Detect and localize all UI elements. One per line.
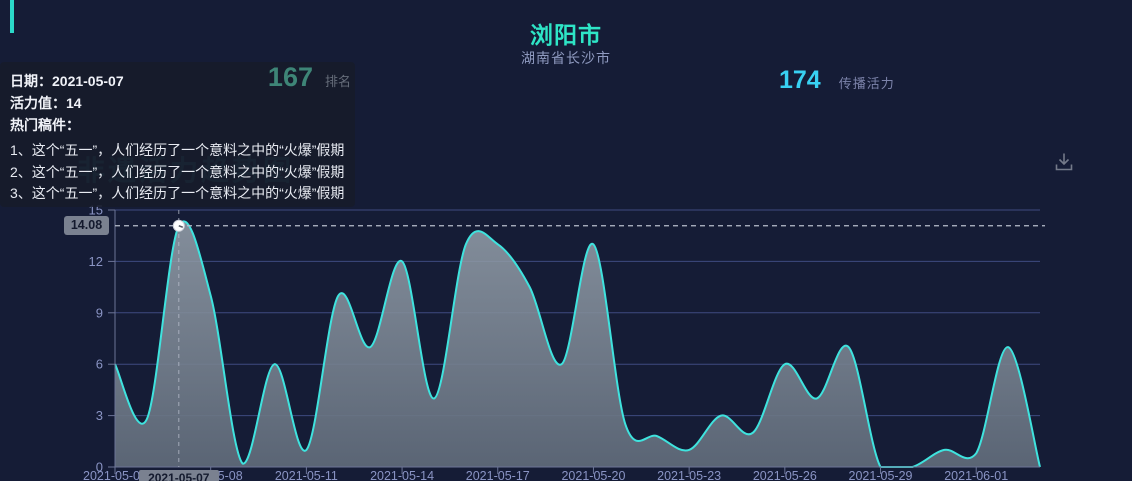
hot-article-item: 3、这个“五一”，人们经历了一个意料之中的“火爆”假期 xyxy=(10,185,345,201)
tooltip-date-row: 日期：2021-05-07 xyxy=(10,70,355,92)
hot-articles-list: 1、这个“五一”，人们经历了一个意料之中的“火爆”假期 2、这个“五一”，人们经历… xyxy=(10,140,355,205)
x-axis-tick-label: 2021-05-17 xyxy=(466,469,530,481)
x-axis-tick-label: 2021-05-29 xyxy=(849,469,913,481)
y-axis-tick-label: 0 xyxy=(96,460,103,475)
x-axis-tick-label: 2021-05-14 xyxy=(370,469,434,481)
hot-article-item: 2、这个“五一”，人们经历了一个意料之中的“火爆”假期 xyxy=(10,163,345,180)
x-axis-tick-label: 2021-06-01 xyxy=(944,469,1008,481)
tooltip-rank: 167 排名 xyxy=(267,62,351,93)
x-axis-tick-label: 2021-05-20 xyxy=(561,469,625,481)
y-axis-pointer-label: 14.08 xyxy=(64,216,109,236)
stat-value: 174 xyxy=(779,66,821,94)
download-icon xyxy=(1055,153,1073,171)
chart-line xyxy=(114,220,1041,469)
spread-vitality-stat: 174 传播活力 xyxy=(779,66,895,95)
x-axis-tick-label: 2021-05-05 xyxy=(83,469,147,481)
x-axis-tick-label: 2021-05-26 xyxy=(753,469,817,481)
rank-value: 167 xyxy=(267,62,313,92)
tooltip-vitality-row: 活力值：14 xyxy=(10,92,355,114)
hot-article-item: 1、这个“五一”，人们经历了一个意料之中的“火爆”假期 xyxy=(10,142,345,158)
tooltip-date-label: 日期： xyxy=(10,73,52,89)
y-axis-tick-label: 9 xyxy=(96,305,103,320)
download-button[interactable] xyxy=(1052,150,1076,174)
y-axis-tick-label: 12 xyxy=(89,254,103,269)
page-title: 浏阳市 xyxy=(530,22,602,48)
y-axis-tick-label: 3 xyxy=(96,408,103,423)
chart-tooltip: 日期：2021-05-07 167 排名 活力值：14 热门稿件： 1、这个“五… xyxy=(0,62,355,207)
stat-label: 传播活力 xyxy=(838,76,895,91)
page-subtitle: 湖南省长沙市 xyxy=(521,50,611,66)
tooltip-date-value: 2021-05-07 xyxy=(52,73,124,89)
tooltip-articles-label: 热门稿件： xyxy=(10,117,80,133)
vitality-label: 活力值： xyxy=(10,95,66,111)
chart-area xyxy=(115,221,1040,467)
x-axis-pointer-label: 2021-05-07 xyxy=(138,470,219,481)
vitality-value: 14 xyxy=(66,95,82,111)
x-axis-tick-label: 2021-05-11 xyxy=(275,469,338,481)
rank-label: 排名 xyxy=(324,74,351,89)
accent-bar xyxy=(10,0,14,33)
y-axis-tick-label: 6 xyxy=(96,357,103,372)
x-axis-tick-label: 2021-05-23 xyxy=(657,469,721,481)
